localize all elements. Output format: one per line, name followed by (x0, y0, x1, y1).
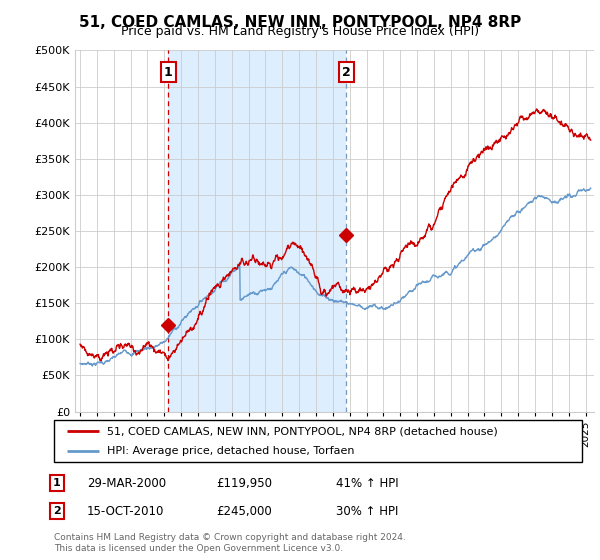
Text: 2: 2 (53, 506, 61, 516)
Text: 1: 1 (53, 478, 61, 488)
Text: 15-OCT-2010: 15-OCT-2010 (87, 505, 164, 518)
FancyBboxPatch shape (54, 420, 582, 462)
Text: 30% ↑ HPI: 30% ↑ HPI (336, 505, 398, 518)
Text: 51, COED CAMLAS, NEW INN, PONTYPOOL, NP4 8RP: 51, COED CAMLAS, NEW INN, PONTYPOOL, NP4… (79, 15, 521, 30)
Text: 41% ↑ HPI: 41% ↑ HPI (336, 477, 398, 490)
Bar (169, 50, 346, 412)
Text: £119,950: £119,950 (216, 477, 272, 490)
Text: 1: 1 (164, 66, 173, 78)
Text: Contains HM Land Registry data © Crown copyright and database right 2024.
This d: Contains HM Land Registry data © Crown c… (54, 533, 406, 553)
Text: 2: 2 (342, 66, 350, 78)
Text: £245,000: £245,000 (216, 505, 272, 518)
Text: 29-MAR-2000: 29-MAR-2000 (87, 477, 166, 490)
Text: HPI: Average price, detached house, Torfaen: HPI: Average price, detached house, Torf… (107, 446, 354, 456)
Text: 51, COED CAMLAS, NEW INN, PONTYPOOL, NP4 8RP (detached house): 51, COED CAMLAS, NEW INN, PONTYPOOL, NP4… (107, 426, 497, 436)
Text: Price paid vs. HM Land Registry's House Price Index (HPI): Price paid vs. HM Land Registry's House … (121, 25, 479, 38)
